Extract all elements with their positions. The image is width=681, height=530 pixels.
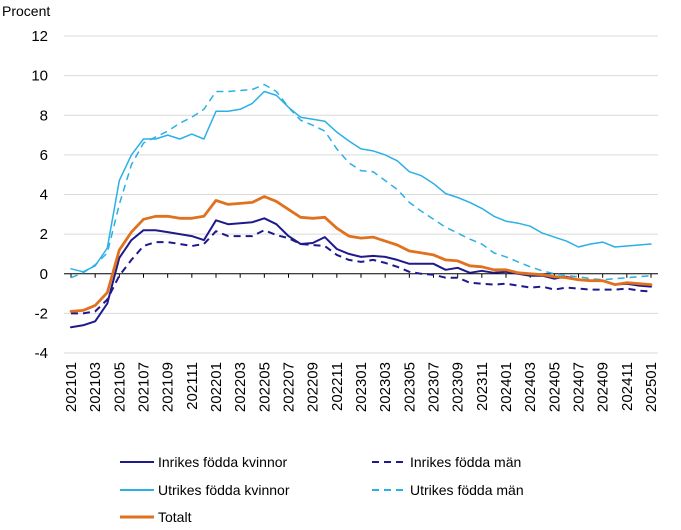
x-tick-label: 202103 [87,362,104,412]
x-tick-label: 202411 [619,362,636,411]
y-tick-label: 10 [31,68,48,85]
x-tick-label: 202403 [522,362,539,412]
x-tick-label: 202311 [474,362,491,411]
series-line-1 [71,229,652,315]
x-tick-label: 202111 [184,362,201,410]
y-tick-label: 12 [31,28,48,45]
x-tick-label: 202409 [595,362,612,412]
y-tick-label: 4 [40,187,48,204]
x-tick-label: 202109 [160,362,177,412]
y-tick-label: 8 [40,107,48,124]
y-tick-label: 0 [40,266,48,283]
y-tick-label: -2 [35,305,48,322]
series-line-4 [69,195,653,313]
series-lines [69,83,653,329]
x-tick-label: 202501 [643,362,660,412]
x-tick-label: 202407 [571,362,588,412]
x-tick-label: 202105 [111,362,128,412]
x-tick-label: 202305 [401,362,418,412]
y-tick-labels: -4 -2 0 2 4 6 8 10 12 [31,28,48,362]
series-line-2 [70,90,652,273]
y-tick-label: 2 [40,226,48,243]
x-tick-label: 202301 [353,362,370,412]
x-tick-label: 202207 [281,362,298,412]
x-tick-label: 202211 [329,362,346,411]
legend-label: Utrikes födda kvinnor [158,482,290,498]
series-line-3 [70,83,652,281]
x-tick-label: 202101 [63,362,80,412]
x-tick-label: 202303 [377,362,394,412]
y-tick-label: -4 [35,345,48,362]
x-tick-labels: 202101 202103 202105 202107 202109 202111 2022… [63,273,660,412]
x-tick-label: 202209 [305,362,322,412]
legend-label: Inrikes födda kvinnor [158,454,288,470]
legend-label: Utrikes födda män [410,482,524,498]
legend: Inrikes födda kvinnor Inrikes födda män Ut… [120,454,524,525]
x-tick-label: 202205 [256,362,273,412]
x-tick-label: 202107 [136,362,153,412]
legend-label: Inrikes födda män [410,454,521,470]
series-line-0 [70,217,652,329]
x-tick-label: 202401 [498,362,515,412]
y-tick-label: 6 [40,147,48,164]
x-tick-label: 202405 [546,362,563,412]
x-tick-label: 202201 [208,362,225,412]
x-tick-label: 202309 [450,362,467,412]
legend-label: Totalt [158,509,192,525]
x-tick-label: 202307 [426,362,443,412]
y-axis-label: Procent [2,3,50,19]
grid-lines [64,35,658,354]
x-tick-label: 202203 [232,362,249,412]
